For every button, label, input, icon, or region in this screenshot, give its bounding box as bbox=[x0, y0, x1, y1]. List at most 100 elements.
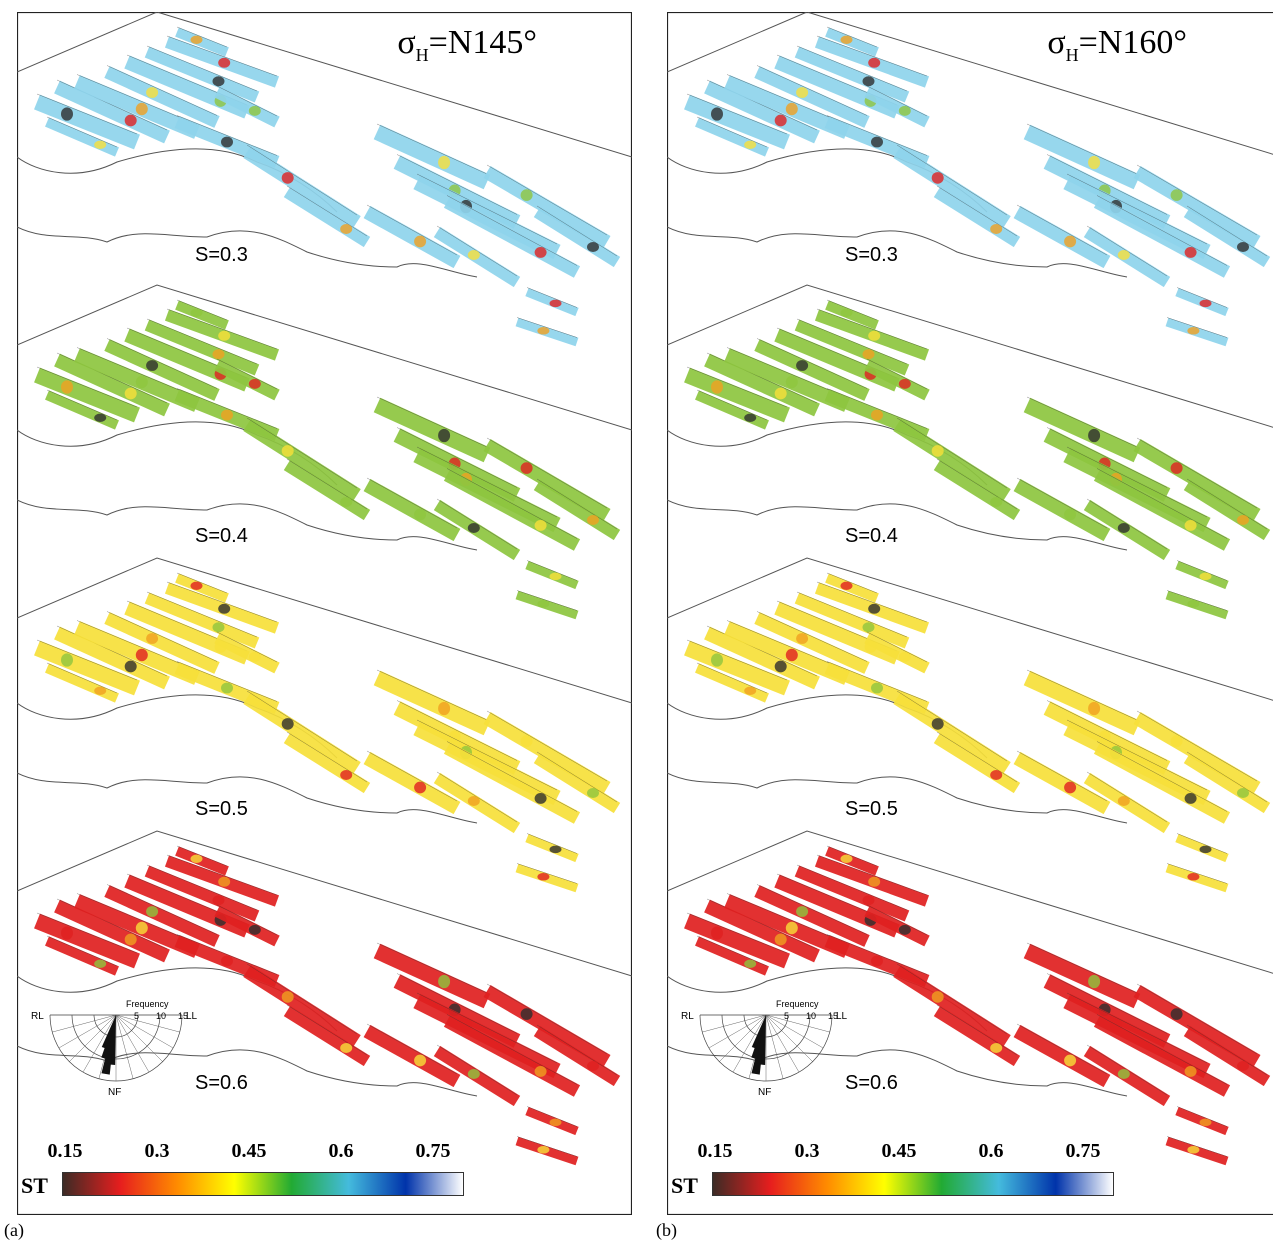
s-label-row-1: S=0.3 bbox=[195, 244, 248, 266]
fault-band bbox=[893, 419, 1011, 501]
fault-band bbox=[363, 751, 461, 815]
fault-band bbox=[684, 94, 790, 150]
panel-a: σH=N145° S=0.3 S=0.4 S=0.5 S=0.6 Frequen… bbox=[17, 12, 632, 1215]
fault-band bbox=[684, 367, 790, 423]
fault-map-a bbox=[17, 12, 632, 1215]
fault-band bbox=[373, 943, 491, 1009]
fault-band bbox=[533, 206, 621, 268]
fault-band bbox=[1013, 751, 1111, 815]
fault-band bbox=[1013, 1024, 1111, 1088]
fault-band bbox=[933, 732, 1021, 794]
svg-text:10: 10 bbox=[156, 1011, 166, 1021]
fault-band bbox=[104, 885, 220, 947]
svg-text:RL: RL bbox=[31, 1011, 44, 1022]
fault-band bbox=[243, 146, 361, 228]
svg-text:10: 10 bbox=[806, 1011, 816, 1021]
fault-band bbox=[373, 670, 491, 736]
fault-band bbox=[933, 459, 1021, 521]
fault-band bbox=[363, 205, 461, 269]
fault-band bbox=[893, 692, 1011, 774]
fault-band bbox=[363, 1024, 461, 1088]
fault-band bbox=[175, 846, 229, 876]
colorbar-ticks: 0.15 0.3 0.45 0.6 0.75 bbox=[45, 1140, 465, 1166]
fault-band bbox=[825, 27, 879, 57]
fault-band bbox=[1093, 469, 1231, 551]
fault-band bbox=[695, 117, 769, 157]
fault-band bbox=[104, 339, 220, 401]
fault-band bbox=[1013, 205, 1111, 269]
fault-band bbox=[144, 46, 260, 103]
fault-band bbox=[1133, 984, 1261, 1068]
fault-band bbox=[34, 640, 140, 696]
fault-band bbox=[533, 479, 621, 541]
fault-band bbox=[54, 80, 170, 144]
fault-band bbox=[104, 66, 220, 128]
fault-band bbox=[144, 865, 260, 922]
svg-text:LL: LL bbox=[186, 1011, 198, 1022]
colorbar-tick: 0.15 bbox=[47, 1140, 83, 1162]
fault-band bbox=[54, 899, 170, 963]
fault-band bbox=[104, 612, 220, 674]
fault-band bbox=[893, 146, 1011, 228]
svg-text:NF: NF bbox=[108, 1087, 121, 1097]
fault-band bbox=[214, 86, 280, 128]
fault-band bbox=[754, 339, 870, 401]
colorbar-tick: 0.45 bbox=[881, 1140, 917, 1162]
fault-band bbox=[1023, 670, 1141, 736]
colorbar-tick: 0.45 bbox=[231, 1140, 267, 1162]
fault-band bbox=[243, 692, 361, 774]
fault-band bbox=[1093, 742, 1231, 824]
fault-band bbox=[45, 663, 119, 703]
fault-band bbox=[864, 86, 930, 128]
fault-band bbox=[1183, 752, 1271, 814]
fault-band bbox=[684, 913, 790, 969]
fault-band bbox=[283, 186, 371, 248]
fault-band bbox=[533, 752, 621, 814]
fault-band bbox=[794, 46, 910, 103]
fault-band bbox=[864, 905, 930, 947]
colorbar-tick: 0.75 bbox=[415, 1140, 451, 1162]
fault-band bbox=[754, 885, 870, 947]
fault-band bbox=[1133, 711, 1261, 795]
fault-band bbox=[933, 186, 1021, 248]
fault-band bbox=[144, 319, 260, 376]
fault-row bbox=[17, 284, 632, 620]
fault-band bbox=[373, 124, 491, 190]
fault-band bbox=[704, 899, 820, 963]
colorbar-name: ST bbox=[21, 1173, 48, 1198]
colorbar-name: ST bbox=[671, 1173, 698, 1198]
fault-band bbox=[1023, 943, 1141, 1009]
colorbar-tick: 0.3 bbox=[144, 1140, 170, 1162]
colorbar-tick: 0.6 bbox=[328, 1140, 354, 1162]
fault-row bbox=[667, 284, 1273, 620]
s-label-row-4: S=0.6 bbox=[195, 1072, 248, 1094]
fault-band bbox=[704, 353, 820, 417]
fault-band bbox=[1013, 478, 1111, 542]
panel-label-b: (b) bbox=[656, 1220, 677, 1240]
fault-band bbox=[45, 390, 119, 430]
fault-row bbox=[667, 12, 1273, 347]
fault-band bbox=[443, 1015, 581, 1097]
fault-band bbox=[864, 632, 930, 674]
fault-band bbox=[54, 353, 170, 417]
fault-band bbox=[1093, 1015, 1231, 1097]
fault-band bbox=[243, 965, 361, 1047]
svg-text:LL: LL bbox=[836, 1011, 848, 1022]
fault-band bbox=[754, 66, 870, 128]
fault-band bbox=[684, 640, 790, 696]
fault-band bbox=[704, 626, 820, 690]
fault-band bbox=[794, 865, 910, 922]
fault-band bbox=[373, 397, 491, 463]
fault-band bbox=[214, 632, 280, 674]
fault-band bbox=[34, 94, 140, 150]
panel-label-a: (a) bbox=[4, 1220, 24, 1240]
fault-band bbox=[1183, 1025, 1271, 1087]
colorbar-tick: 0.75 bbox=[1065, 1140, 1101, 1162]
fault-band bbox=[175, 27, 229, 57]
colorbar-ticks: 0.15 0.3 0.45 0.6 0.75 bbox=[695, 1140, 1115, 1166]
fault-row bbox=[667, 830, 1273, 1166]
fault-band bbox=[483, 711, 611, 795]
fault-band bbox=[443, 469, 581, 551]
fault-band bbox=[704, 80, 820, 144]
s-label-row-3: S=0.5 bbox=[195, 798, 248, 820]
